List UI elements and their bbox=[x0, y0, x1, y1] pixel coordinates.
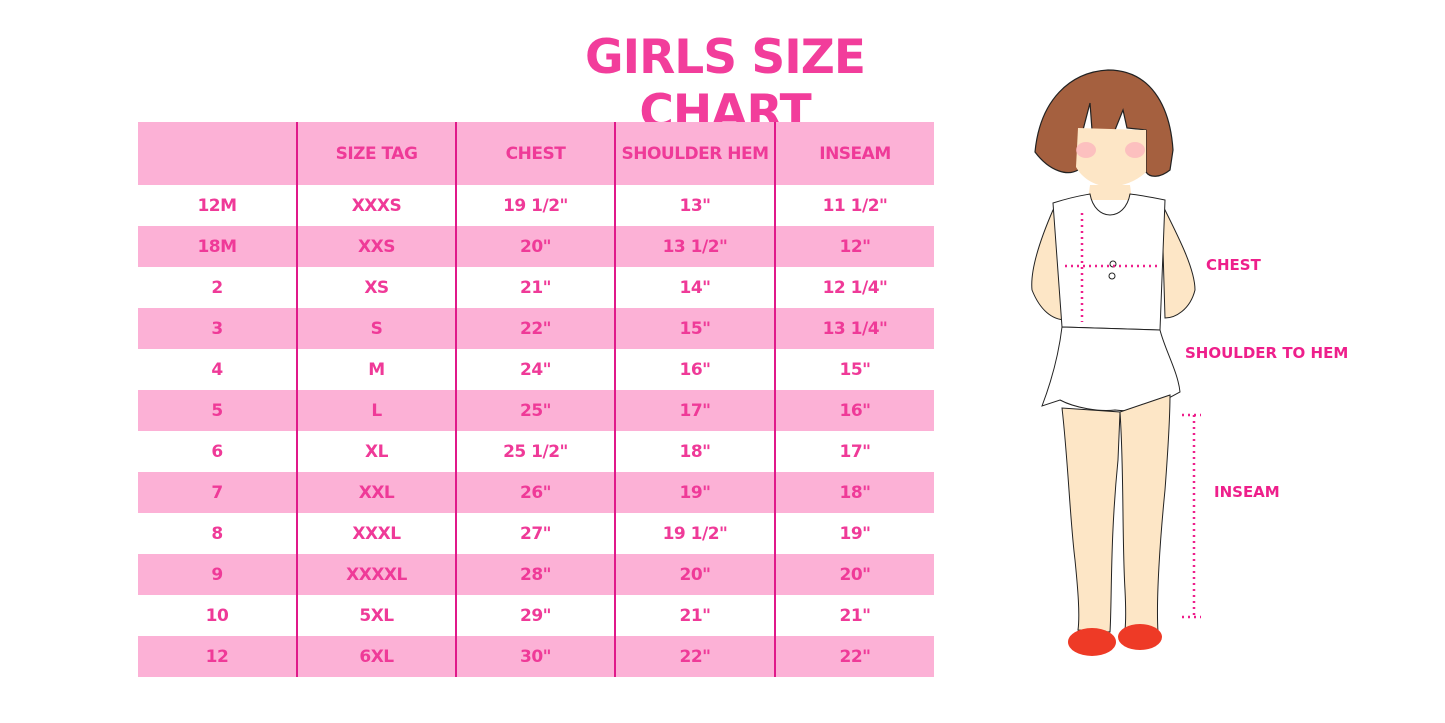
cell-inseam: 13 1/4" bbox=[774, 308, 934, 349]
cell-shoulder-hem: 18" bbox=[614, 431, 775, 472]
table-row: 3 S 22" 15" 13 1/4" bbox=[138, 308, 934, 349]
cell-chest: 24" bbox=[455, 349, 615, 390]
cell-size: 12 bbox=[205, 646, 229, 667]
cell-size: 7 bbox=[211, 482, 223, 503]
cell-inseam: 17" bbox=[774, 431, 934, 472]
table-row: 10 5XL 29" 21" 21" bbox=[138, 595, 934, 636]
cell-shoulder-hem: 14" bbox=[614, 267, 775, 308]
cell-chest: 21" bbox=[455, 267, 615, 308]
cell-size-tag: XXL bbox=[296, 472, 456, 513]
face bbox=[1076, 128, 1146, 187]
inseam-label: INSEAM bbox=[1214, 483, 1280, 501]
cell-inseam: 18" bbox=[774, 472, 934, 513]
table-row: 8 XXXL 27" 19 1/2" 19" bbox=[138, 513, 934, 554]
header-inseam: INSEAM bbox=[774, 122, 934, 185]
header-shoulder-hem: SHOULDER HEM bbox=[614, 122, 775, 185]
cell-inseam: 21" bbox=[774, 595, 934, 636]
cell-size: 4 bbox=[211, 359, 223, 380]
table-row: 4 M 24" 16" 15" bbox=[138, 349, 934, 390]
cell-shoulder-hem: 21" bbox=[614, 595, 775, 636]
cell-size-tag: M bbox=[296, 349, 456, 390]
cell-shoulder-hem: 20" bbox=[614, 554, 775, 595]
cell-size: 9 bbox=[211, 564, 223, 585]
cell-size-tag: XXS bbox=[296, 226, 456, 267]
cell-shoulder-hem: 19" bbox=[614, 472, 775, 513]
cell-chest: 22" bbox=[455, 308, 615, 349]
cell-inseam: 12" bbox=[774, 226, 934, 267]
cell-shoulder-hem: 19 1/2" bbox=[614, 513, 775, 554]
cell-chest: 25" bbox=[455, 390, 615, 431]
table-row: 7 XXL 26" 19" 18" bbox=[138, 472, 934, 513]
cell-size-tag: 6XL bbox=[296, 636, 456, 677]
table-row: 9 XXXXL 28" 20" 20" bbox=[138, 554, 934, 595]
skirt bbox=[1041, 326, 1181, 412]
cell-inseam: 15" bbox=[774, 349, 934, 390]
cell-size: 5 bbox=[211, 400, 223, 421]
cell-chest: 29" bbox=[455, 595, 615, 636]
cell-inseam: 22" bbox=[774, 636, 934, 677]
cell-shoulder-hem: 15" bbox=[614, 308, 775, 349]
cell-chest: 27" bbox=[455, 513, 615, 554]
cell-shoulder-hem: 17" bbox=[614, 390, 775, 431]
cell-chest: 30" bbox=[455, 636, 615, 677]
cell-size: 10 bbox=[205, 605, 229, 626]
cell-size: 12M bbox=[197, 195, 237, 216]
cell-shoulder-hem: 13" bbox=[614, 185, 775, 226]
cell-chest: 20" bbox=[455, 226, 615, 267]
cell-size: 18M bbox=[197, 236, 237, 257]
right-shoe bbox=[1118, 624, 1162, 650]
cell-size-tag: XXXL bbox=[296, 513, 456, 554]
chest-label: CHEST bbox=[1206, 256, 1261, 274]
cell-shoulder-hem: 13 1/2" bbox=[614, 226, 775, 267]
cell-chest: 19 1/2" bbox=[455, 185, 615, 226]
cell-shoulder-hem: 22" bbox=[614, 636, 775, 677]
page-title: GIRLS SIZE CHART bbox=[585, 30, 866, 140]
cell-size-tag: 5XL bbox=[296, 595, 456, 636]
left-shoe bbox=[1068, 628, 1116, 656]
cell-size-tag: XL bbox=[296, 431, 456, 472]
cell-chest: 28" bbox=[455, 554, 615, 595]
cell-size: 8 bbox=[211, 523, 223, 544]
table-row: 12 6XL 30" 22" 22" bbox=[138, 636, 934, 677]
cell-size-tag: S bbox=[296, 308, 456, 349]
legs bbox=[1061, 394, 1171, 633]
cell-inseam: 11 1/2" bbox=[774, 185, 934, 226]
cell-chest: 25 1/2" bbox=[455, 431, 615, 472]
cell-inseam: 16" bbox=[774, 390, 934, 431]
shirt bbox=[1052, 193, 1166, 331]
size-chart-table: SIZE TAG CHEST SHOULDER HEM INSEAM 12M XX… bbox=[138, 122, 934, 677]
cell-size: 2 bbox=[211, 277, 223, 298]
table-header-row: SIZE TAG CHEST SHOULDER HEM INSEAM bbox=[138, 122, 934, 185]
header-size-tag: SIZE TAG bbox=[296, 122, 456, 185]
cell-size-tag: XS bbox=[296, 267, 456, 308]
cell-size-tag: L bbox=[296, 390, 456, 431]
cell-shoulder-hem: 16" bbox=[614, 349, 775, 390]
shoulder-to-hem-label: SHOULDER TO HEM bbox=[1185, 344, 1349, 362]
cell-inseam: 19" bbox=[774, 513, 934, 554]
table-row: 6 XL 25 1/2" 18" 17" bbox=[138, 431, 934, 472]
cell-inseam: 20" bbox=[774, 554, 934, 595]
header-chest: CHEST bbox=[455, 122, 615, 185]
table-row: 2 XS 21" 14" 12 1/4" bbox=[138, 267, 934, 308]
cell-size: 6 bbox=[211, 441, 223, 462]
cell-size-tag: XXXXL bbox=[296, 554, 456, 595]
table-row: 18M XXS 20" 13 1/2" 12" bbox=[138, 226, 934, 267]
cell-size-tag: XXXS bbox=[296, 185, 456, 226]
table-row: 5 L 25" 17" 16" bbox=[138, 390, 934, 431]
table-row: 12M XXXS 19 1/2" 13" 11 1/2" bbox=[138, 185, 934, 226]
cell-inseam: 12 1/4" bbox=[774, 267, 934, 308]
cell-size: 3 bbox=[211, 318, 223, 339]
cell-chest: 26" bbox=[455, 472, 615, 513]
right-arm bbox=[1161, 208, 1196, 319]
